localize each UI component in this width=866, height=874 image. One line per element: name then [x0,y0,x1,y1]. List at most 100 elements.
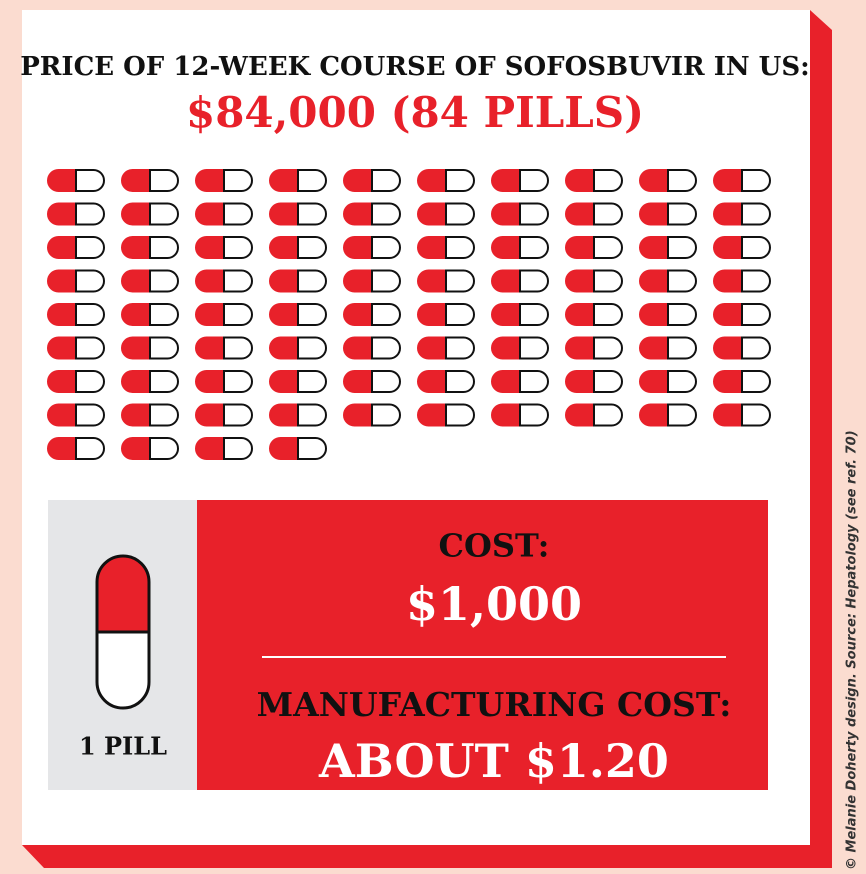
pill-red [269,437,299,460]
pill-red [713,336,743,360]
pill-white [75,336,105,360]
pill-white [223,336,253,360]
pill-white [371,269,401,293]
pill-red [47,303,77,326]
pill-red [343,303,373,326]
pill-white [667,303,697,326]
pill-red [47,236,77,259]
pill-white [223,303,253,326]
pill-white [75,437,105,460]
pill-red [565,303,595,326]
pill-white [741,202,771,226]
pill-white [297,403,327,427]
pill-white [445,236,475,259]
pill-red [417,202,447,226]
pill-white [593,403,623,427]
pill-white [593,236,623,259]
pill-white [667,169,697,192]
pill-red [417,236,447,259]
pill-red [195,336,225,360]
pill-white [593,169,623,192]
pill-white [223,169,253,192]
pill-white [519,236,549,259]
pill-white [445,403,475,427]
pill-white [149,336,179,360]
pill-red [491,403,521,427]
pill-red [121,169,151,192]
pill-white [741,236,771,259]
pill-red [491,269,521,293]
pill-white [297,269,327,293]
pill-white [371,236,401,259]
pill-white [149,303,179,326]
pill-red [713,236,743,259]
pill-red [639,303,669,326]
pill-white [297,202,327,226]
pill-red [417,403,447,427]
cost-panel [197,500,768,790]
pill-grid [47,169,771,460]
pill-white [371,303,401,326]
pill-red [269,169,299,192]
pill-white [519,169,549,192]
pill-red [269,269,299,293]
pill-red [121,370,151,393]
pill-white [371,202,401,226]
pill-white [445,303,475,326]
pill-red [491,370,521,393]
pill-label: 1 PILL [79,732,167,761]
pill-red [269,303,299,326]
pill-white [445,370,475,393]
pill-red [121,202,151,226]
pill-red [417,269,447,293]
pill-red [565,403,595,427]
pill-white [445,169,475,192]
pill-white [297,236,327,259]
pill-red [121,403,151,427]
pill-white [297,437,327,460]
pill-red [417,303,447,326]
big-pill-red [95,554,151,634]
pill-red [713,403,743,427]
pill-white [371,336,401,360]
pill-red [417,370,447,393]
manufacturing-value: ABOUT $1.20 [318,734,669,788]
pill-red [565,202,595,226]
pill-red [639,403,669,427]
pill-red [121,336,151,360]
pill-white [741,269,771,293]
pill-red [269,236,299,259]
pill-red [195,437,225,460]
pill-white [149,202,179,226]
pill-red [565,336,595,360]
pill-red [713,169,743,192]
pill-red [121,303,151,326]
pill-red [713,269,743,293]
pill-white [667,370,697,393]
pill-white [741,336,771,360]
pill-red [565,169,595,192]
pill-white [297,303,327,326]
pill-white [75,236,105,259]
pill-white [667,236,697,259]
pill-red [639,202,669,226]
pill-red [639,169,669,192]
pill-red [269,370,299,393]
pill-red [639,236,669,259]
pill-red [417,336,447,360]
pill-white [519,202,549,226]
pill-red [343,169,373,192]
pill-red [195,370,225,393]
pill-white [371,370,401,393]
pill-white [75,202,105,226]
pill-red [343,336,373,360]
pill-red [121,437,151,460]
pill-white [519,303,549,326]
pill-white [297,336,327,360]
pill-red [639,336,669,360]
pill-white [519,370,549,393]
pill-red [343,202,373,226]
pill-white [445,269,475,293]
pill-red [491,169,521,192]
manufacturing-label: MANUFACTURING COST: [257,685,732,724]
